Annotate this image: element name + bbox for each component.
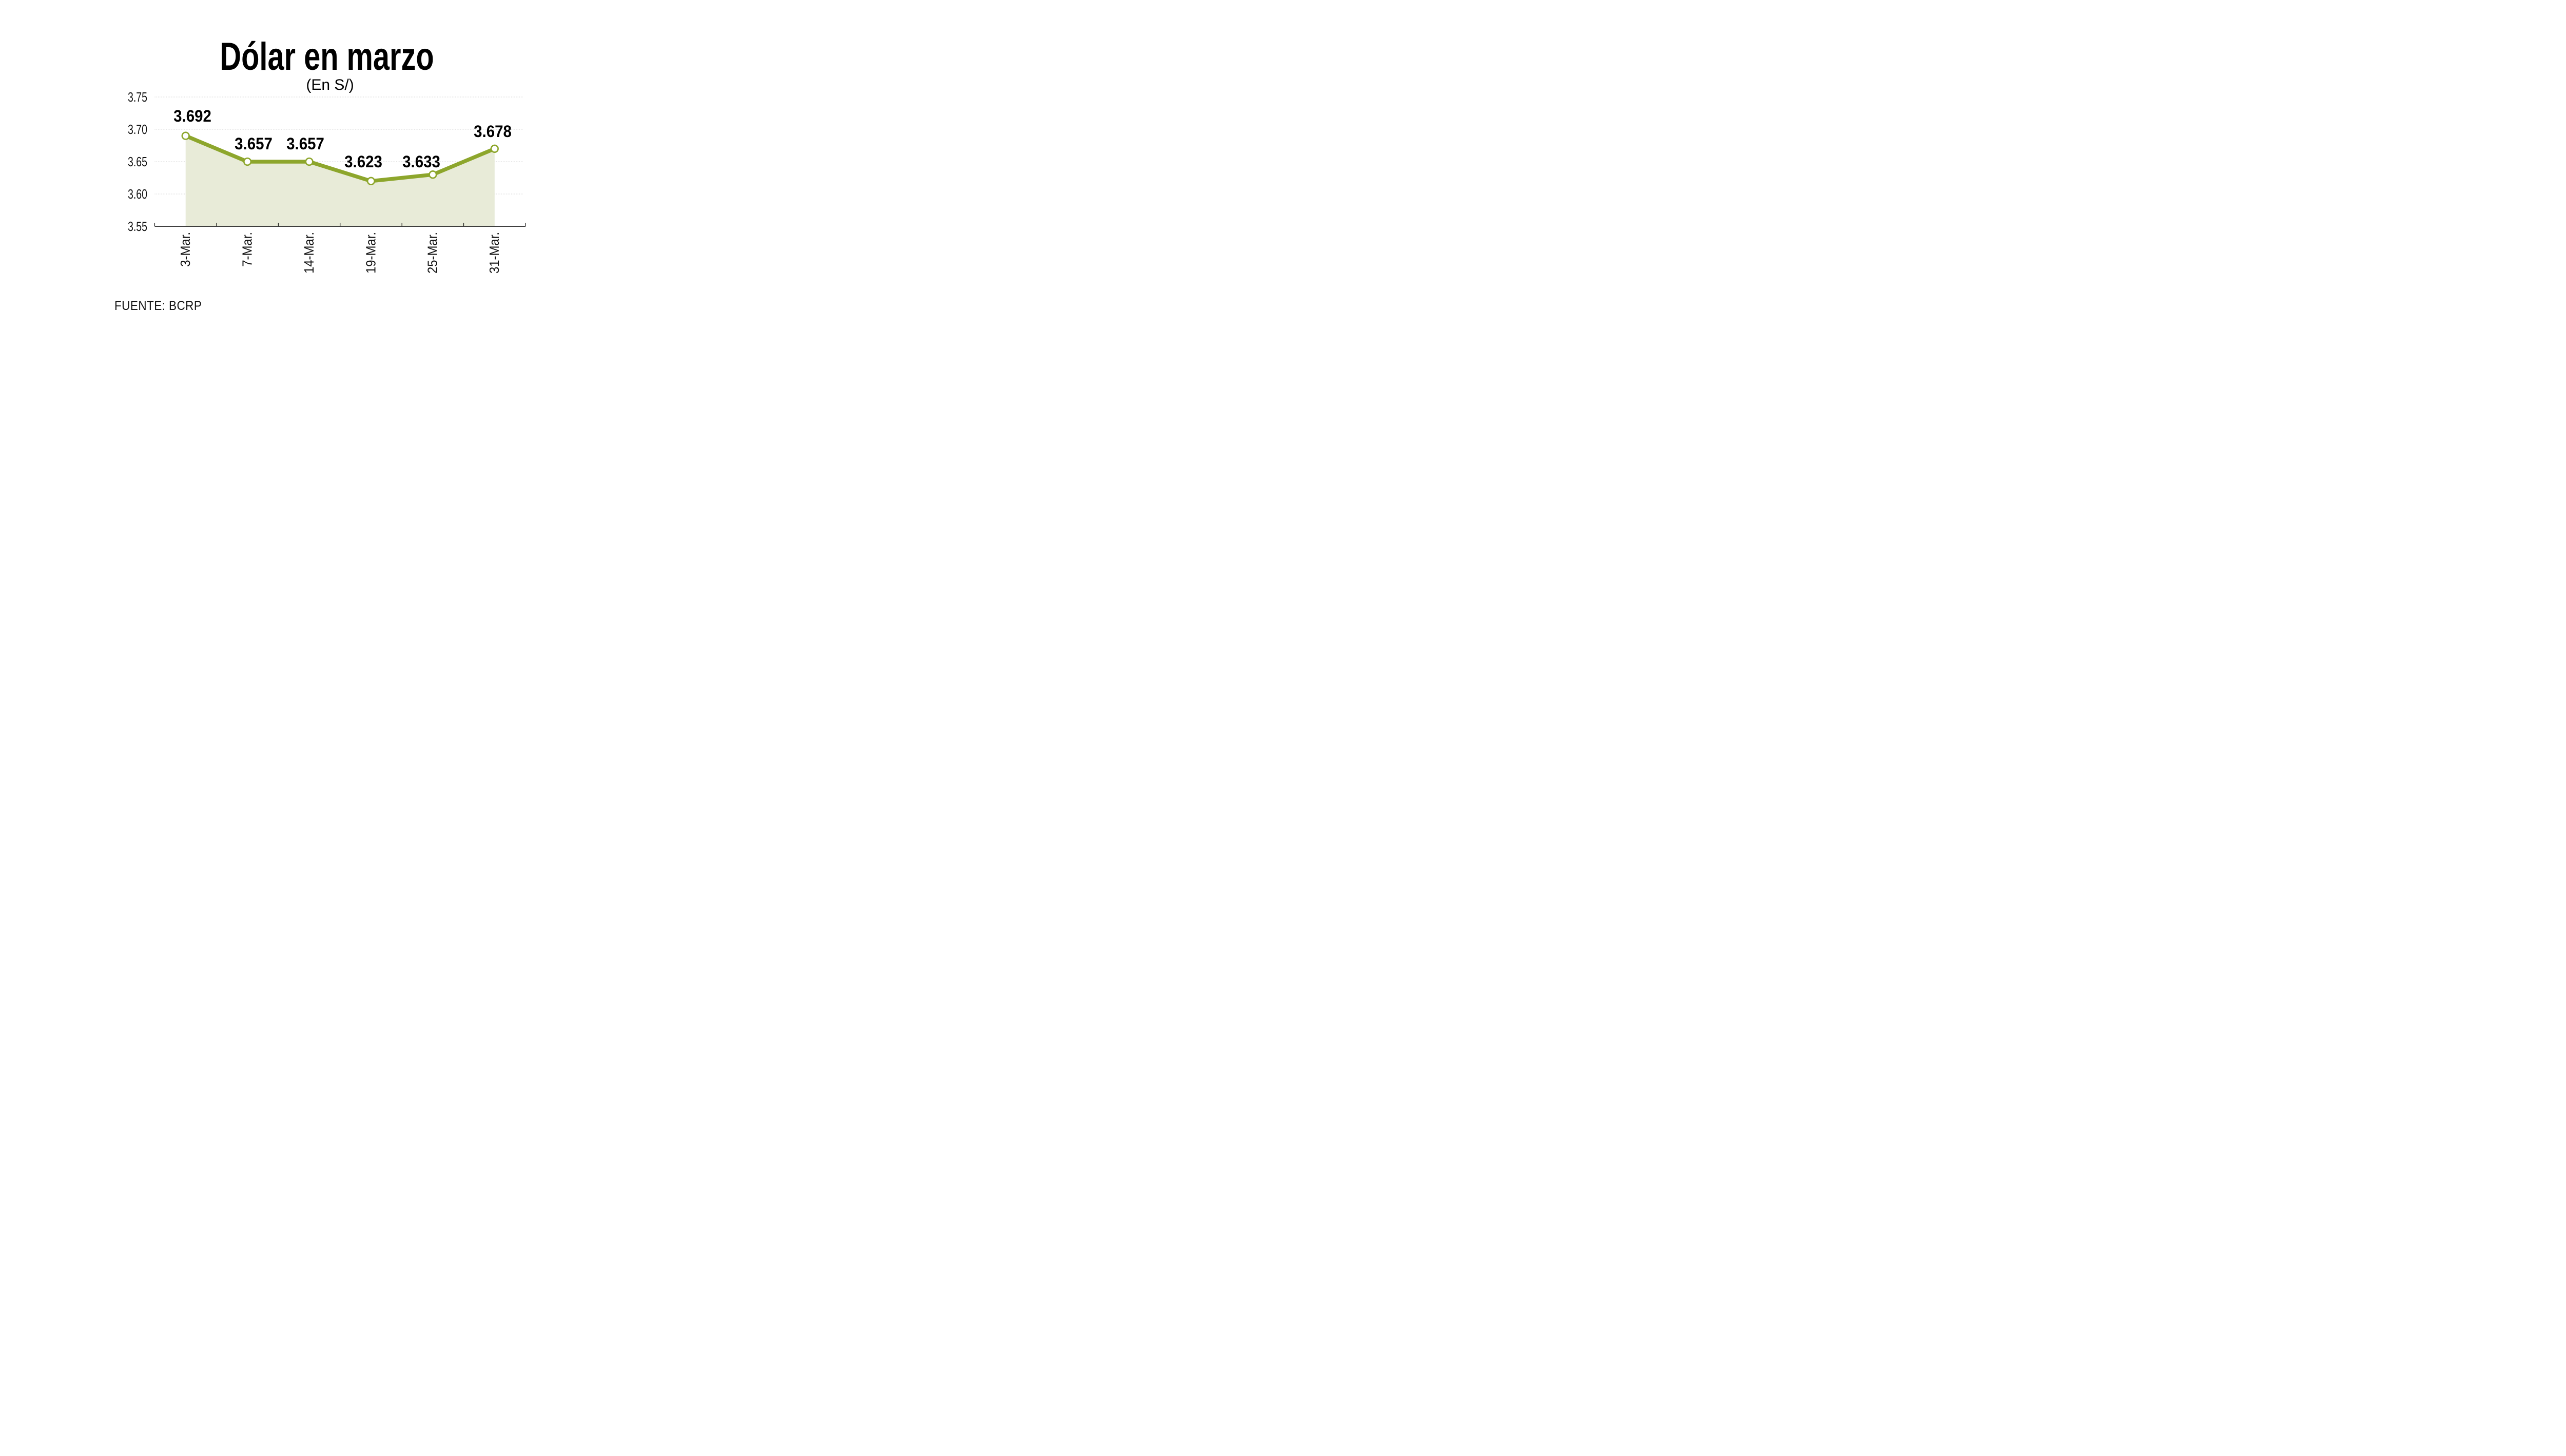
- data-point-label: 3.633: [402, 152, 440, 171]
- x-axis-tick-label: 14-Mar.: [302, 232, 317, 274]
- series-area-fill: [185, 135, 495, 226]
- x-axis-tick-label: 3-Mar.: [178, 232, 193, 267]
- chart-subtitle: (En S/): [306, 76, 354, 93]
- line-chart-canvas: 3.75 3.70 3.65 3.60 3.55 3-Mar. 7-Mar. 14-Mar.…: [114, 35, 526, 313]
- series-line-group: [185, 134, 496, 183]
- y-axis-tick-label: 3.55: [128, 219, 147, 234]
- data-point-label: 3.657: [235, 134, 273, 153]
- series-line: [185, 134, 496, 183]
- x-axis-tick-label: 25-Mar.: [425, 232, 440, 274]
- data-point-label: 3.692: [173, 107, 211, 125]
- data-point-marker: [366, 177, 376, 185]
- area-fill-group: [185, 135, 495, 226]
- data-point-marker: [490, 144, 499, 153]
- chart-title: Dólar en marzo: [220, 35, 434, 78]
- data-point-label: 3.678: [474, 122, 512, 141]
- data-point-marker: [429, 170, 437, 179]
- data-point-marker: [305, 157, 314, 166]
- data-point-label: 3.657: [286, 134, 324, 153]
- y-tick-labels-group: 3.75 3.70 3.65 3.60 3.55: [128, 89, 147, 234]
- data-point-label: 3.623: [344, 152, 382, 171]
- data-point-marker: [243, 157, 252, 166]
- y-axis-tick-label: 3.70: [128, 122, 147, 137]
- y-axis-tick-label: 3.60: [128, 186, 147, 201]
- data-markers-group: [181, 131, 499, 185]
- x-axis-tick-label: 31-Mar.: [487, 232, 502, 274]
- data-labels-group: 3.692 3.657 3.657 3.623 3.633 3.678: [173, 107, 512, 171]
- source-note: FUENTE: BCRP: [114, 299, 202, 313]
- x-axis-tick-label: 19-Mar.: [363, 232, 378, 274]
- y-axis-tick-label: 3.75: [128, 89, 147, 104]
- x-tick-labels-group: 3-Mar. 7-Mar. 14-Mar. 19-Mar. 25-Mar. 31-Mar.: [178, 232, 502, 274]
- data-point-marker: [181, 131, 190, 140]
- x-axis-tick-label: 7-Mar.: [240, 232, 255, 267]
- chart-page: 3.75 3.70 3.65 3.60 3.55 3-Mar. 7-Mar. 14-Mar.…: [0, 0, 642, 364]
- y-axis-tick-label: 3.65: [128, 154, 147, 169]
- x-axis-group: [154, 223, 526, 227]
